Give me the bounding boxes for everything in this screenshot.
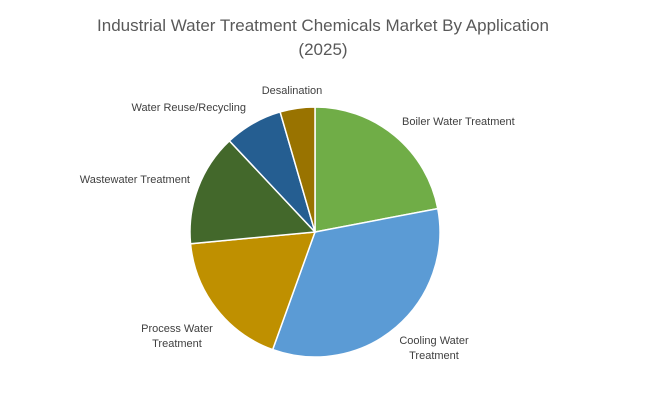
pie-slice [314, 106, 439, 233]
slice-label: Boiler Water Treatment [402, 116, 515, 128]
slice-label: Water Reuse/Recycling [131, 102, 246, 114]
chart-title: Industrial Water Treatment Chemicals Mar… [97, 16, 549, 59]
pie-slice [271, 207, 441, 358]
pie-slice [189, 139, 317, 245]
slice-label: Desalination [261, 85, 323, 97]
slice-label: Cooling Water Treatment [399, 335, 469, 362]
slice-label: Process Water Treatment [141, 323, 213, 350]
slice-label: Wastewater Treatment [79, 174, 190, 186]
pie-slice [279, 106, 316, 233]
pie-slice [189, 231, 317, 351]
